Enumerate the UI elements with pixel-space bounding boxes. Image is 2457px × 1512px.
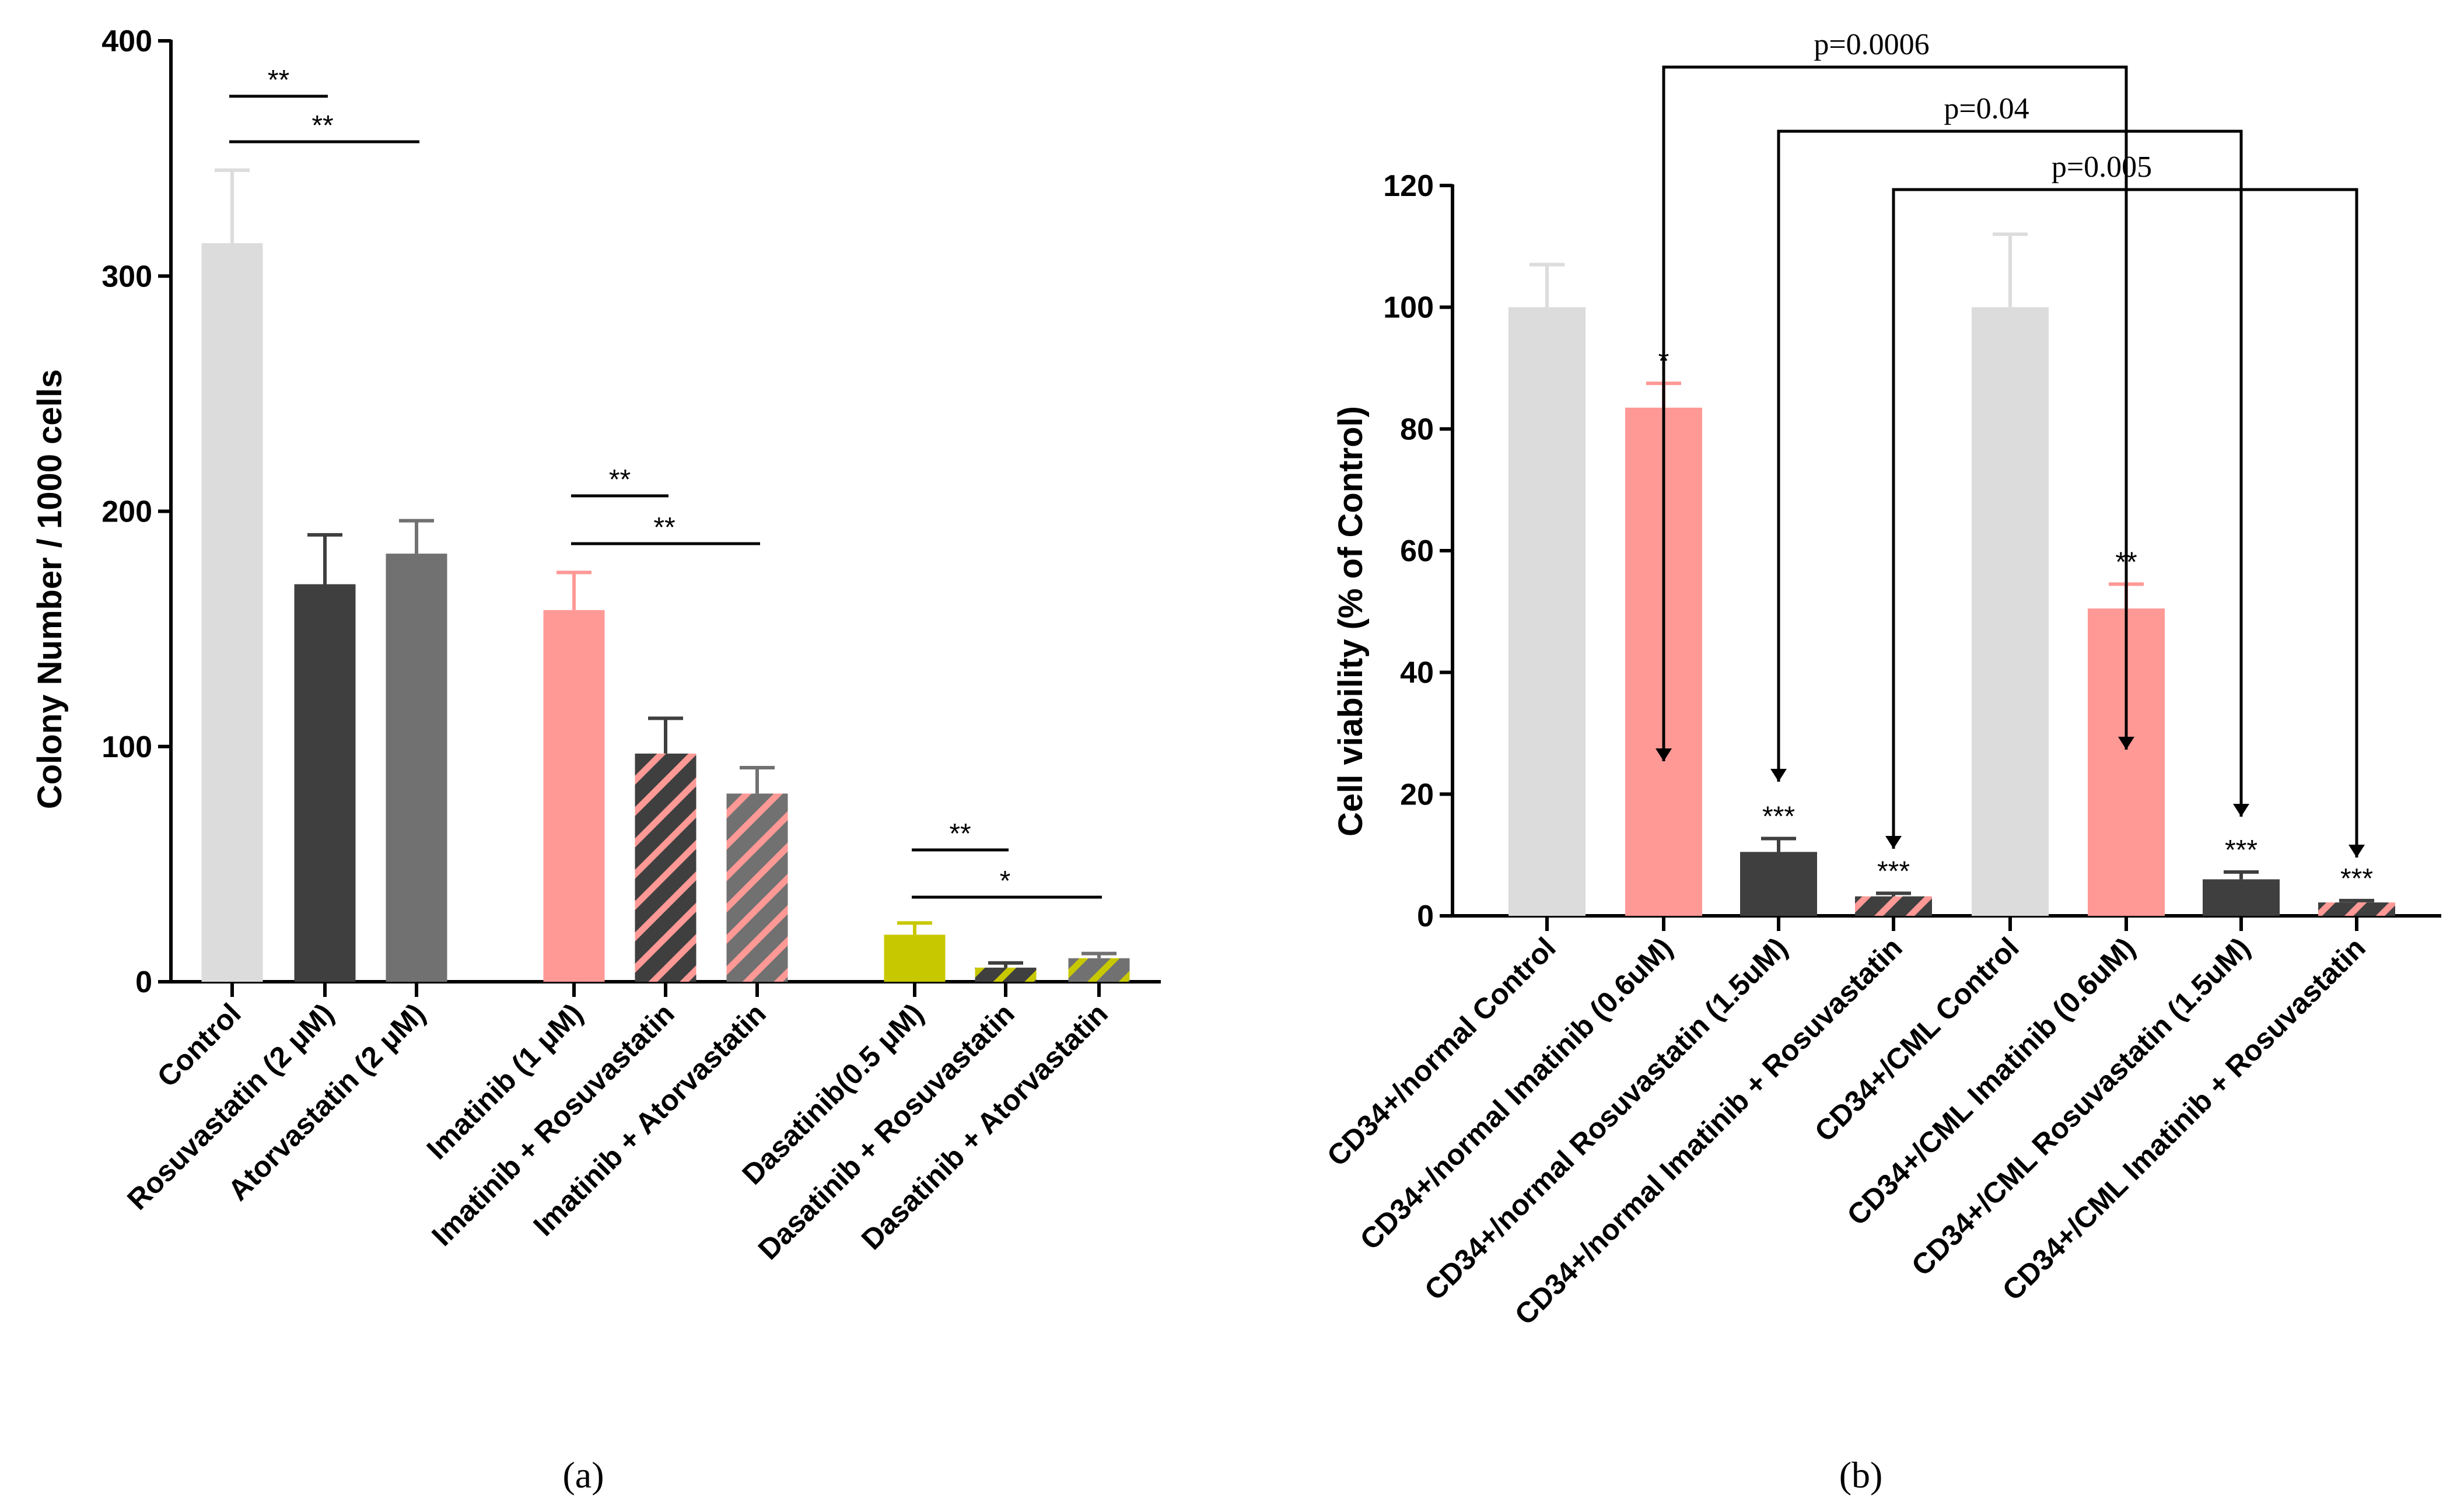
significance-label: **: [268, 65, 289, 96]
bar: [1740, 852, 1817, 916]
bar: [543, 610, 605, 982]
comparison-arrowhead: [2233, 804, 2249, 817]
y-tick-label: 100: [1383, 291, 1434, 325]
comparison-arrowhead: [1885, 836, 1902, 849]
y-tick-label: 200: [102, 495, 152, 529]
bar-significance-label: ***: [2340, 863, 2373, 894]
y-tick-label: 400: [102, 24, 152, 58]
comparison-arrowhead: [2118, 737, 2134, 750]
category-label: Imatinib (1 μM): [421, 997, 589, 1166]
panel-b-label: (b): [1839, 1454, 1883, 1496]
comparison-bracket: [1662, 65, 2128, 761]
comparison-bracket: [1777, 130, 2243, 817]
panel-b-y-axis-title: Cell viability (% of Control): [1332, 406, 1370, 836]
comparison-arrowhead: [1770, 769, 1787, 782]
y-tick-label: 120: [1383, 169, 1434, 203]
y-tick-label: 40: [1400, 656, 1434, 690]
y-tick-label: 0: [1417, 900, 1434, 933]
y-tick-label: 80: [1400, 412, 1434, 446]
bar-significance-label: ***: [1877, 856, 1910, 887]
category-label: Control: [151, 997, 247, 1093]
y-tick-label: 60: [1400, 534, 1434, 568]
bar-significance-label: ***: [1762, 801, 1795, 832]
panel-a-bar-chart: Colony Number / 1000 cells (a) 0 100 200 30…: [31, 24, 1161, 1496]
bar: [884, 935, 946, 982]
comparison-bracket: [1892, 188, 2358, 858]
comparison-p-value: p=0.0006: [1814, 28, 1929, 61]
bar: [294, 584, 356, 982]
y-tick-label: 100: [102, 730, 152, 764]
significance-label: *: [1000, 866, 1011, 897]
significance-label: **: [312, 110, 333, 141]
panel-b-bar-chart: Cell viability (% of Control) (b) 0 20 40 6…: [1321, 28, 2441, 1496]
panel-a-label: (a): [562, 1454, 604, 1496]
category-label: CD34+/CML Control: [1808, 931, 2025, 1148]
significance-label: **: [653, 512, 675, 543]
bar: [2203, 879, 2280, 916]
y-tick-label: 20: [1400, 778, 1434, 811]
bar: [726, 793, 788, 982]
bar: [2318, 902, 2395, 916]
comparison-arrowhead: [2348, 845, 2365, 858]
bar: [1855, 896, 1932, 916]
bar: [386, 554, 447, 982]
bar: [1068, 958, 1130, 982]
bar: [1972, 307, 2049, 916]
significance-label: **: [609, 464, 631, 495]
comparison-p-value: p=0.04: [1944, 92, 2029, 125]
category-label: CD34+/normal Imatinib + Rosuvastatin: [1508, 931, 1909, 1331]
bar: [1508, 307, 1586, 916]
panel-a-y-axis-title: Colony Number / 1000 cells: [31, 369, 69, 809]
comparison-arrowhead: [1656, 748, 1672, 761]
significance-label: **: [949, 818, 971, 849]
bar: [201, 243, 263, 982]
bar-significance-label: ***: [2225, 835, 2258, 866]
category-label: CD34+/normal Control: [1321, 931, 1562, 1172]
comparison-p-value: p=0.005: [2052, 150, 2152, 184]
bar: [975, 967, 1037, 982]
y-tick-label: 300: [102, 260, 152, 293]
bar: [635, 753, 696, 982]
y-tick-label: 0: [135, 965, 152, 999]
